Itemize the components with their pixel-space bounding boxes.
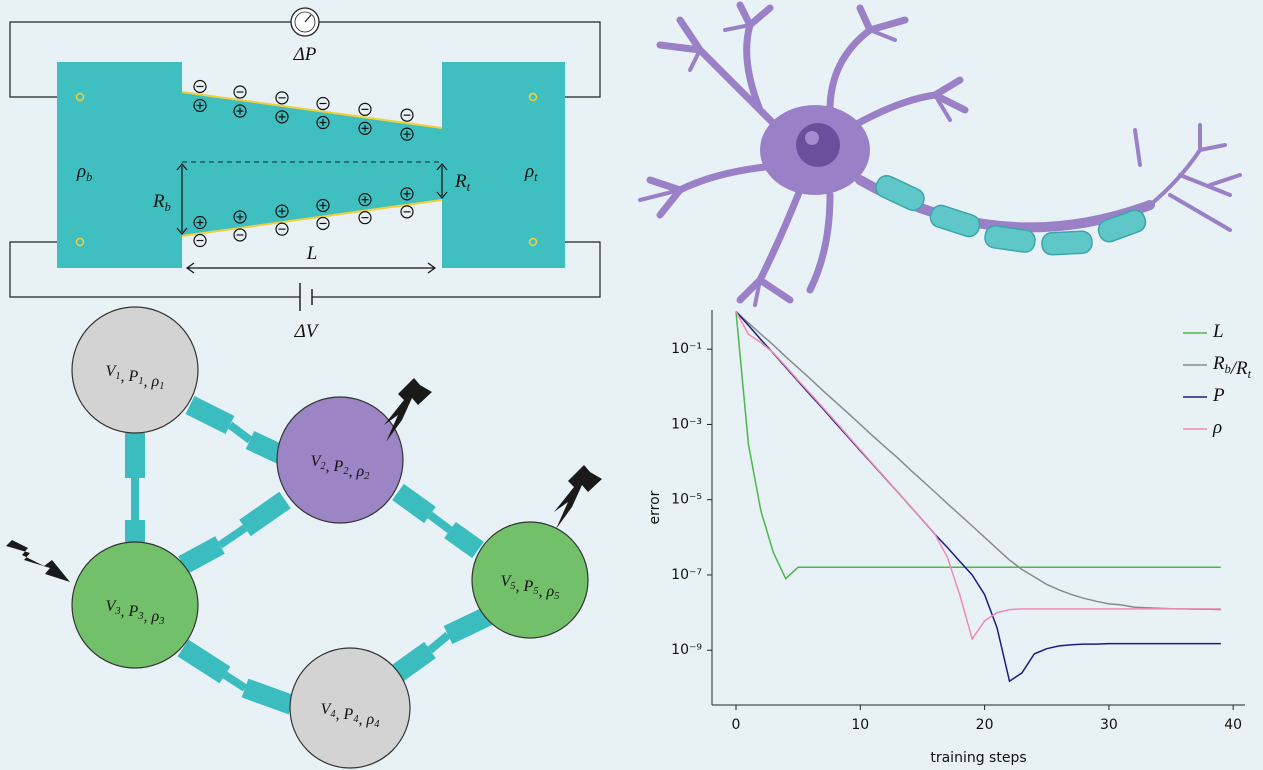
x-tick-label: 20: [976, 717, 994, 733]
x-tick-label: 0: [732, 717, 741, 733]
x-tick-label: 10: [851, 717, 869, 733]
channel: [57, 62, 565, 268]
voltage-label: ΔV: [294, 321, 320, 342]
legend-label: ρ: [1212, 417, 1222, 438]
network: V1, P1, ρ1 V2, P2, ρ2 V3, P3, ρ3 V4, P4,…: [6, 307, 602, 768]
legend-label: P: [1212, 385, 1225, 406]
x-tick-label: 30: [1100, 717, 1118, 733]
line-series: [736, 312, 1221, 639]
x-axis-label: training steps: [930, 750, 1026, 766]
y-tick-label: 10⁻⁷: [671, 567, 702, 583]
y-tick-label: 10⁻¹: [671, 341, 702, 357]
pressure-label: ΔP: [293, 44, 317, 65]
legend-label: Rb/Rt: [1212, 353, 1252, 380]
legend-label: L: [1212, 321, 1224, 342]
neuron: [640, 5, 1240, 305]
x-tick-label: 40: [1224, 717, 1242, 733]
y-tick-label: 10⁻⁹: [671, 642, 702, 658]
line-series: [736, 312, 1221, 610]
y-tick-label: 10⁻⁵: [671, 492, 702, 508]
y-tick-label: 10⁻³: [671, 416, 702, 432]
figure: ΔP ΔV L Rb Rt ρb ρt: [0, 0, 1263, 770]
chart: 0 10 20 30 40 10⁻¹ 10⁻³ 10⁻⁵ 10⁻⁷ 10⁻⁹ training st…: [647, 310, 1252, 766]
length-label: L: [306, 243, 318, 264]
line-series: [736, 312, 1221, 682]
channel-diagram: ΔP ΔV L Rb Rt ρb ρt: [10, 8, 600, 342]
y-axis-label: error: [647, 490, 663, 524]
line-series: [736, 312, 1221, 579]
